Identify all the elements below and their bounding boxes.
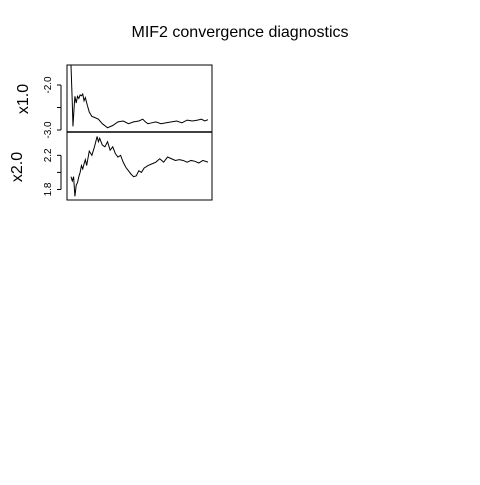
plot-frame-top <box>66 64 213 133</box>
plot-frame-bottom <box>66 131 213 201</box>
y-tick-label: 1.8 <box>43 182 54 196</box>
y-tick-label: 2.2 <box>43 148 54 162</box>
chart-title: MIF2 convergence diagnostics <box>132 24 349 41</box>
y-axis-label-bottom: x2.0 <box>9 152 26 182</box>
y-axis-bottom: 1.8 2.2 <box>43 148 62 196</box>
y-tick-label: -2.0 <box>43 76 54 94</box>
series-line-top <box>70 65 209 129</box>
y-axis-label-top: x1.0 <box>15 84 32 114</box>
y-tick-label: -3.0 <box>43 121 54 139</box>
series-line-bottom <box>70 136 209 197</box>
y-axis-top: -3.0 -2.0 <box>43 76 62 139</box>
panel-top: x1.0 -3.0 -2.0 <box>15 64 213 139</box>
panel-bottom: x2.0 1.8 2.2 <box>9 131 213 201</box>
